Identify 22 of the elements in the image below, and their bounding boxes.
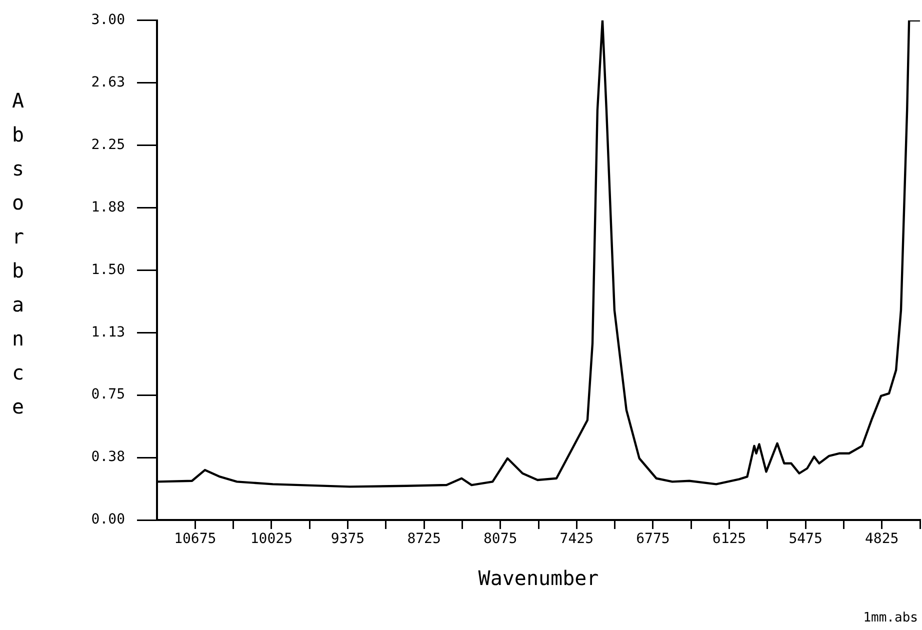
x-tick-label: 10675 (174, 531, 216, 548)
x-tick-label: 4825 (864, 531, 899, 548)
x-axis-title: Wavenumber (478, 566, 599, 590)
y-tick-label: 0.00 (91, 512, 125, 528)
y-tick-label: 2.25 (91, 136, 125, 153)
x-tick-label: 8725 (407, 531, 441, 548)
x-tick-label: 6775 (636, 531, 670, 548)
text: Absorbance (12, 88, 24, 418)
x-tick-label: 10025 (250, 531, 293, 548)
y-tick-label: 1.13 (91, 324, 125, 340)
x-tick-label: 9375 (330, 531, 365, 548)
y-tick-label: 1.50 (91, 262, 125, 278)
y-tick-label: 0.38 (91, 449, 125, 466)
x-tick-label: 8075 (483, 531, 518, 548)
text: 1mm.abs (863, 610, 918, 626)
y-tick-label: 3.00 (91, 12, 125, 28)
x-tick-label: 6125 (712, 531, 746, 548)
x-tick-label: 7425 (560, 531, 594, 548)
y-tick-label: 1.88 (91, 199, 125, 216)
y-tick-label: 0.75 (91, 386, 125, 403)
x-tick-label: 5475 (788, 531, 822, 548)
y-tick-label: 2.63 (91, 74, 125, 90)
